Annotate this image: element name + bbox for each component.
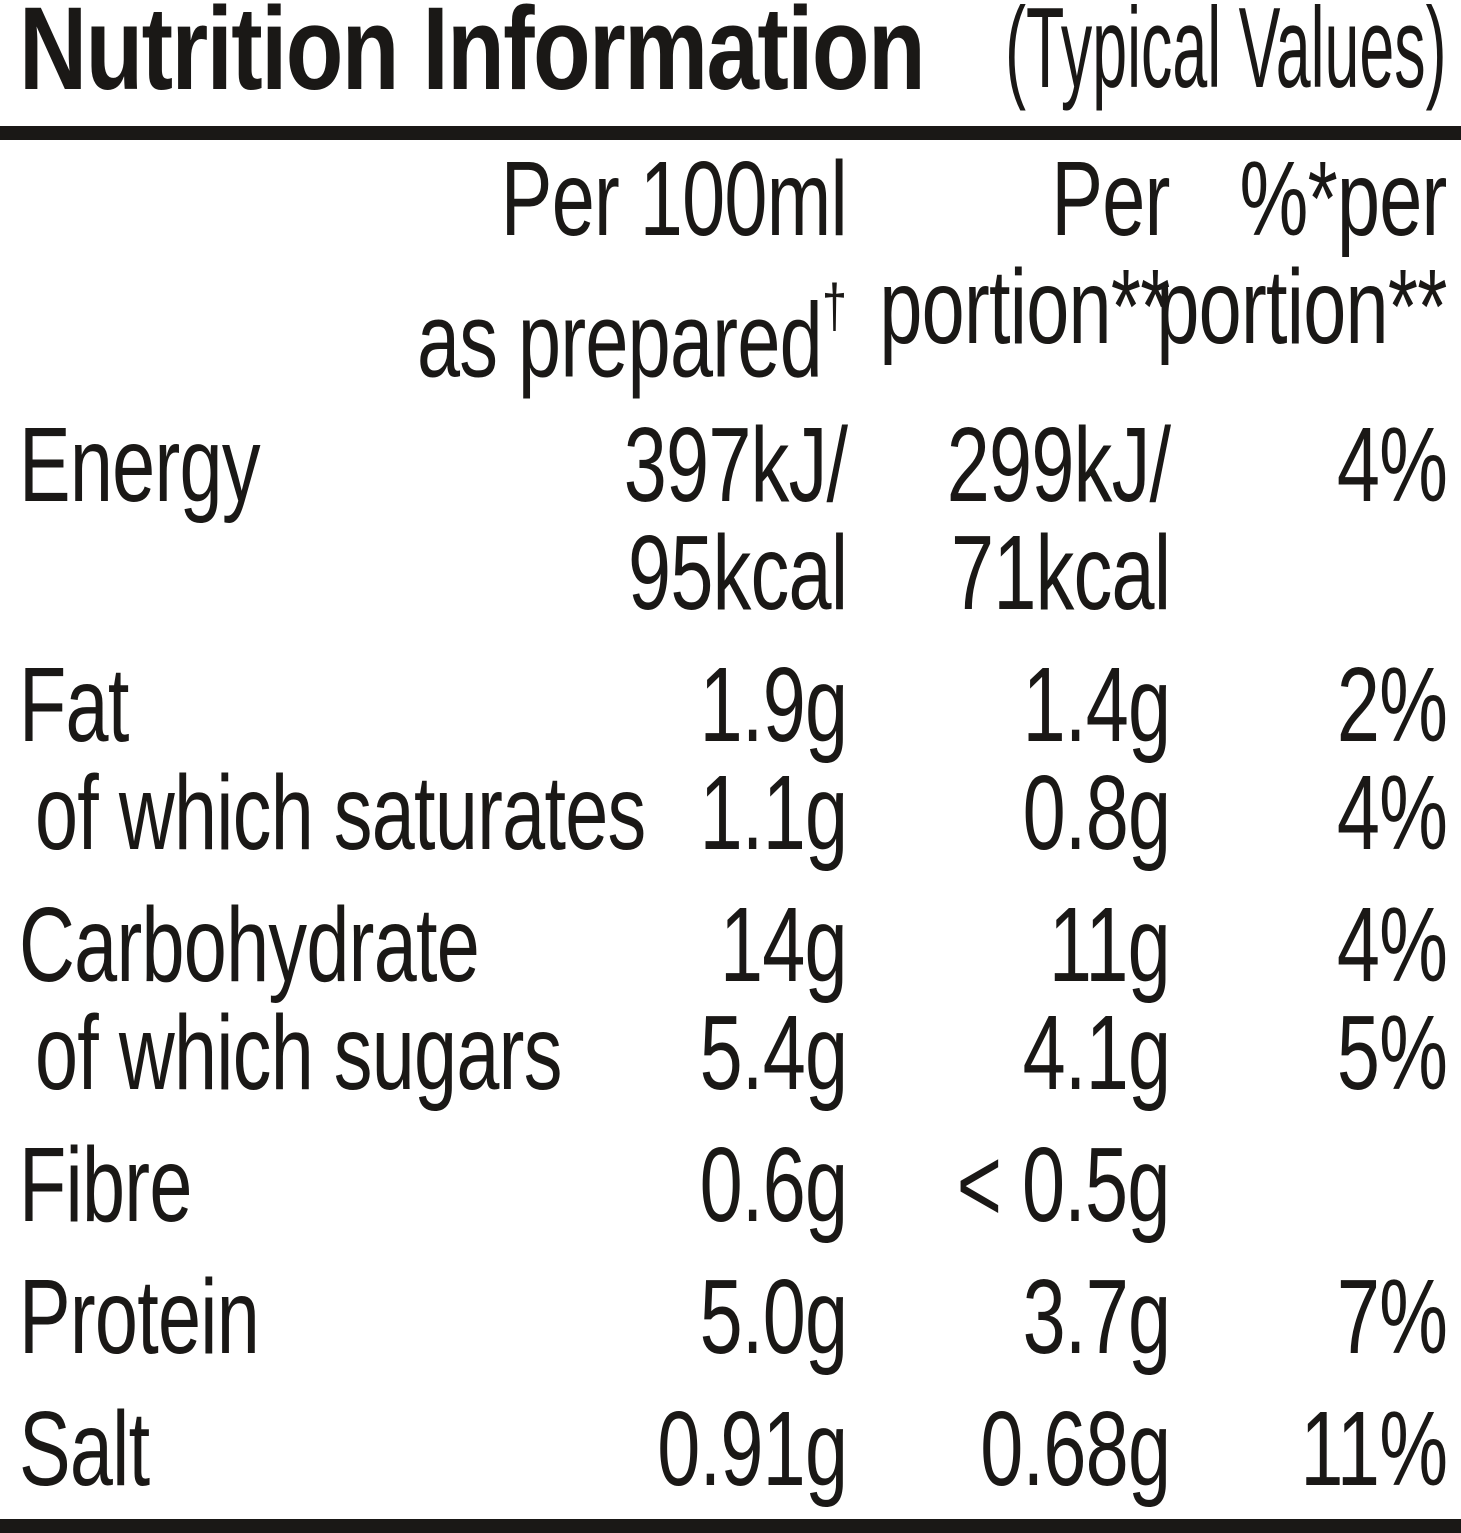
table-row: Energy 397kJ/ 95kcal 299kJ/ 71kcal 4% [19, 405, 1448, 627]
percent-ri-cell: 2% [1170, 645, 1448, 764]
nutrient-label-cell: Fat [19, 651, 577, 759]
header-per-portion: Per portion** [847, 140, 1171, 395]
per-100ml-value: 1.1g [699, 753, 847, 872]
nutrient-label-cell: Energy [19, 411, 577, 627]
table-row: of which sugars 5.4g 4.1g 5% [19, 993, 1448, 1112]
percent-ri-value: 5% [1336, 993, 1448, 1112]
nutrient-label-cell: Protein [19, 1263, 577, 1371]
per-100ml-cell: 14g [577, 885, 848, 1004]
percent-ri-cell [1170, 1131, 1447, 1239]
nutrient-label: Salt [19, 1389, 150, 1508]
per-portion-value: 1.4g [1022, 645, 1170, 764]
table-row: Carbohydrate 14g 11g 4% [19, 885, 1448, 1004]
nutrient-label-cell: Fibre [19, 1131, 577, 1239]
per-portion-value: 0.8g [1022, 753, 1170, 872]
percent-ri-cell: 5% [1170, 993, 1448, 1112]
table-row: Fat 1.9g 1.4g 2% [19, 645, 1448, 764]
percent-ri-value: 4% [1336, 753, 1448, 872]
nutrient-label: Carbohydrate [19, 885, 480, 1004]
per-portion-cell: 299kJ/ 71kcal [847, 411, 1170, 627]
table-row: Salt 0.91g 0.68g 11% [19, 1389, 1448, 1508]
per-100ml-cell: 0.91g [577, 1389, 848, 1508]
nutrient-label: Protein [19, 1257, 260, 1376]
per-portion-cell: 11g [847, 885, 1171, 1004]
percent-ri-value: 7% [1336, 1257, 1448, 1376]
percent-ri-value: 4% [1336, 885, 1448, 1004]
per-portion-cell: 4.1g [847, 999, 1170, 1107]
percent-ri-value: 4% [1336, 405, 1448, 524]
percent-ri-cell: 4% [1170, 885, 1448, 1004]
per-portion-cell: < 0.5g [847, 1125, 1171, 1244]
per-100ml-value: 5.4g [699, 993, 847, 1112]
table-header-row: Per 100ml as prepared† Per portion** %*per… [19, 140, 1448, 395]
table-row: of which saturates 1.1g 0.8g 4% [19, 753, 1448, 872]
nutrient-label: Fibre [19, 1125, 192, 1244]
per-portion-cell: 1.4g [847, 651, 1170, 759]
page-title: Nutrition Information [19, 0, 926, 115]
per-portion-cell: 3.7g [847, 1263, 1170, 1371]
per-100ml-value: 5.0g [699, 1257, 847, 1376]
percent-ri-cell: 4% [1170, 405, 1448, 627]
percent-ri-cell: 7% [1170, 1257, 1448, 1376]
header-percent-per-portion: %*per portion** [1157, 145, 1448, 395]
header-percent-per-portion-text: %*per portion** [1156, 140, 1448, 366]
per-100ml-cell: 5.4g [577, 999, 847, 1107]
table-row: Protein 5.0g 3.7g 7% [19, 1257, 1448, 1376]
nutrient-label: of which saturates [35, 753, 646, 872]
per-100ml-value: 0.91g [657, 1389, 848, 1508]
nutrition-rows: Energy 397kJ/ 95kcal 299kJ/ 71kcal 4% Fa… [19, 405, 1448, 1508]
per-100ml-cell: 397kJ/ 95kcal [577, 411, 847, 627]
percent-ri-value: 11% [1300, 1389, 1448, 1508]
header-per-portion-text: Per portion** [879, 140, 1171, 366]
per-portion-value: 11g [1048, 885, 1171, 1004]
per-portion-value: 4.1g [1022, 993, 1170, 1112]
percent-ri-cell: 11% [1170, 1389, 1448, 1508]
nutrient-label-cell: of which saturates [19, 759, 646, 867]
nutrient-label-cell: Salt [19, 1395, 577, 1503]
divider-top [0, 126, 1461, 140]
per-100ml-value: 1.9g [699, 645, 847, 764]
table-row: Fibre 0.6g < 0.5g [19, 1131, 1447, 1239]
per-portion-value: 0.68g [980, 1389, 1171, 1508]
nutrition-table: Per 100ml as prepared† Per portion** %*per… [0, 145, 1461, 1503]
per-100ml-value: 14g [720, 885, 848, 1004]
per-100ml-cell: 5.0g [577, 1263, 847, 1371]
header-per-100ml: Per 100ml as prepared† [417, 145, 848, 395]
header-per-100ml-text: Per 100ml as prepared† [417, 140, 848, 400]
per-100ml-value: 0.6g [699, 1125, 847, 1244]
per-100ml-cell: 0.6g [577, 1131, 847, 1239]
nutrient-label-cell: of which sugars [19, 999, 577, 1107]
per-portion-cell: 0.68g [847, 1389, 1171, 1508]
title-suffix: (Typical Values) [1005, 0, 1447, 112]
percent-ri-value: 2% [1336, 645, 1448, 764]
per-100ml-cell: 1.1g [577, 759, 847, 867]
per-100ml-cell: 1.9g [577, 651, 847, 759]
title-bar: Nutrition Information (Typical Values) [0, 0, 1461, 126]
percent-ri-cell: 4% [1170, 753, 1448, 872]
per-100ml-value: 397kJ/ 95kcal [623, 405, 847, 632]
nutrient-label: of which sugars [35, 993, 562, 1112]
per-portion-value: < 0.5g [957, 1125, 1171, 1244]
nutrient-label: Fat [19, 645, 129, 764]
per-portion-value: 3.7g [1022, 1257, 1170, 1376]
per-portion-value: 299kJ/ 71kcal [946, 405, 1170, 632]
per-portion-cell: 0.8g [847, 759, 1170, 867]
nutrient-label: Energy [19, 405, 261, 524]
nutrient-label-cell: Carbohydrate [19, 891, 577, 999]
divider-bottom [0, 1518, 1461, 1533]
dagger-footnote-mark: † [822, 272, 847, 341]
